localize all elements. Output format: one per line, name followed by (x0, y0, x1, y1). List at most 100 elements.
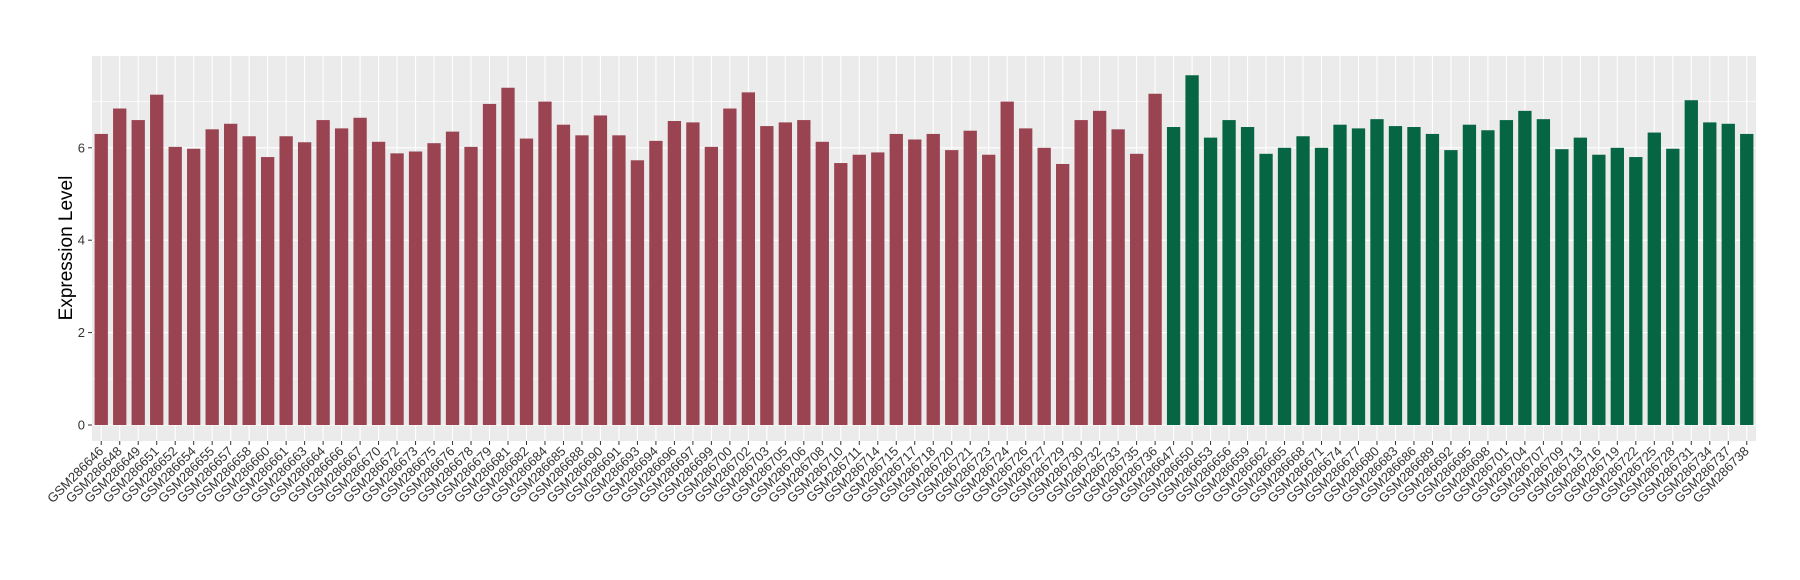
bar-GSM286706 (797, 120, 811, 425)
bar-GSM286720 (945, 150, 959, 426)
bar-GSM286710 (834, 163, 848, 425)
bar-GSM286718 (926, 133, 940, 425)
bar-GSM286651 (150, 94, 164, 426)
x-axis-ticks: GSM286646GSM286648GSM286649GSM286651GSM2… (44, 441, 1752, 506)
bar-GSM286682 (519, 138, 534, 425)
y-axis-ticks: 0 2 4 6 (78, 140, 92, 433)
bar-GSM286724 (1000, 101, 1014, 425)
bar-GSM286660 (260, 157, 275, 426)
y-tick-label: 2 (78, 325, 85, 340)
bar-GSM286668 (1296, 136, 1310, 425)
bar-GSM286715 (889, 133, 903, 425)
bar-GSM286737 (1721, 123, 1735, 425)
bar-GSM286686 (1407, 127, 1421, 425)
bar-GSM286671 (1314, 147, 1329, 426)
bar-GSM286734 (1703, 122, 1717, 425)
bar-GSM286688 (575, 135, 589, 426)
bar-GSM286670 (371, 141, 386, 425)
bar-GSM286729 (1056, 163, 1070, 425)
bar-GSM286648 (113, 108, 127, 425)
bar-GSM286676 (445, 131, 460, 425)
bar-GSM286691 (612, 135, 626, 426)
bar-GSM286727 (1037, 147, 1051, 426)
bar-GSM286690 (593, 115, 608, 426)
bar-GSM286672 (390, 153, 404, 425)
bar-GSM286685 (556, 124, 571, 425)
bar-GSM286689 (1425, 133, 1440, 425)
bar-GSM286717 (908, 139, 922, 425)
bar-GSM286695 (1462, 124, 1477, 425)
bar-GSM286696 (667, 121, 682, 425)
bar-GSM286725 (1647, 132, 1661, 425)
bar-GSM286716 (1592, 154, 1606, 426)
bar-GSM286655 (205, 129, 219, 425)
bar-GSM286709 (1555, 149, 1569, 425)
bar-GSM286683 (1388, 126, 1403, 425)
y-axis-title: Expression Level (56, 176, 77, 321)
y-tick-label: 4 (78, 233, 85, 248)
bar-GSM286735 (1129, 153, 1144, 425)
bar-GSM286664 (316, 120, 330, 425)
bar-GSM286726 (1019, 128, 1033, 425)
bar-GSM286663 (297, 142, 312, 426)
bar-GSM286647 (1166, 127, 1181, 425)
bar-GSM286699 (704, 146, 719, 425)
bar-GSM286659 (1240, 127, 1255, 425)
bar-GSM286704 (1518, 110, 1532, 425)
bar-GSM286674 (1333, 124, 1347, 425)
bar-GSM286653 (1203, 137, 1218, 426)
bar-GSM286692 (1444, 150, 1458, 426)
bar-GSM286700 (723, 108, 737, 425)
bar-GSM286667 (353, 117, 367, 426)
bar-GSM286731 (1684, 100, 1698, 426)
bar-GSM286719 (1610, 147, 1624, 426)
bar-GSM286673 (408, 151, 423, 425)
plot-panel (92, 56, 1756, 441)
bar-GSM286652 (168, 146, 182, 425)
bar-GSM286657 (224, 123, 238, 425)
bar-GSM286684 (538, 101, 552, 425)
bar-GSM286711 (852, 154, 866, 426)
bar-GSM286646 (94, 133, 108, 425)
bar-GSM286649 (131, 120, 145, 425)
bar-GSM286661 (279, 136, 293, 425)
bar-GSM286662 (1259, 153, 1273, 425)
bar-GSM286698 (1481, 130, 1495, 425)
bar-GSM286701 (1499, 120, 1514, 425)
bar-GSM286723 (982, 154, 996, 426)
bar-GSM286693 (630, 160, 645, 426)
bar-GSM286678 (464, 146, 478, 425)
bars (94, 75, 1754, 426)
bar-GSM286721 (963, 130, 977, 425)
bar-GSM286705 (778, 122, 792, 425)
y-tick-label: 6 (78, 140, 85, 155)
bar-GSM286730 (1074, 120, 1088, 425)
bar-GSM286650 (1185, 75, 1199, 426)
bar-GSM286679 (482, 103, 497, 425)
bar-GSM286708 (815, 141, 829, 425)
bar-GSM286680 (1370, 119, 1384, 425)
bar-GSM286713 (1573, 137, 1588, 426)
bar-GSM286654 (187, 148, 201, 425)
bar-GSM286694 (649, 140, 663, 425)
bar-GSM286732 (1092, 110, 1107, 425)
bar-GSM286728 (1666, 148, 1680, 425)
y-tick-label: 0 (78, 418, 85, 433)
bar-GSM286733 (1111, 129, 1125, 425)
bar-GSM286677 (1351, 128, 1366, 425)
bar-GSM286697 (686, 122, 700, 425)
bar-GSM286681 (501, 87, 515, 426)
bar-GSM286665 (1277, 147, 1292, 426)
bar-GSM286656 (1222, 120, 1236, 425)
bar-GSM286738 (1740, 133, 1754, 425)
bar-GSM286675 (427, 143, 441, 425)
bar-GSM286722 (1629, 157, 1643, 426)
bar-GSM286666 (334, 128, 349, 425)
bar-GSM286714 (871, 152, 885, 426)
bar-GSM286736 (1148, 93, 1162, 425)
bar-GSM286658 (242, 136, 256, 425)
bar-GSM286703 (760, 126, 774, 425)
bar-GSM286707 (1536, 119, 1551, 425)
bar-GSM286702 (741, 92, 756, 426)
